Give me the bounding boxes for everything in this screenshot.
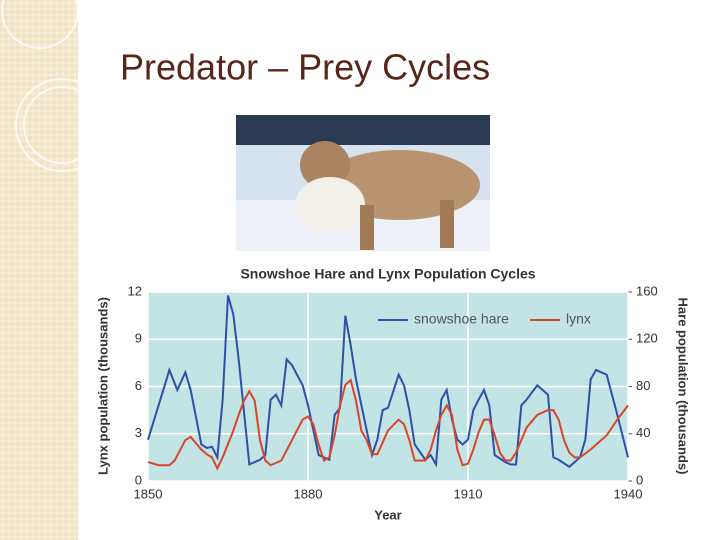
y2-tick-label: 120 [636,331,658,346]
chart-title: Snowshoe Hare and Lynx Population Cycles [240,266,535,282]
y2-axis-label: Hare population (thousands) [676,298,691,475]
legend-label: snowshoe hare [414,311,509,327]
y2-tick-label: 80 [636,378,650,393]
data-line [147,378,629,471]
y2-tick-label: 40 [636,425,650,440]
x-axis-label: Year [374,507,401,522]
y-tick-label: 3 [135,425,142,440]
x-tick-label: 1880 [294,486,323,501]
x-tick-label: 1940 [614,486,643,501]
y-tick-label: 9 [135,331,142,346]
slide-title: Predator – Prey Cycles [120,47,490,88]
y-axis-label: Lynx population (thousands) [95,297,110,475]
data-line [147,295,629,469]
decor-circles [1,0,109,172]
x-tick-label: 1910 [454,486,483,501]
y-tick-label: 6 [135,378,142,393]
photo [236,115,490,251]
y-tick-label: 12 [128,283,142,298]
y2-tick-label: 0 [636,472,643,487]
legend-label: lynx [566,311,591,327]
y-tick-label: 0 [135,472,142,487]
side-strip [0,0,78,540]
y2-tick-label: 160 [636,283,658,298]
x-tick-label: 1850 [134,486,163,501]
